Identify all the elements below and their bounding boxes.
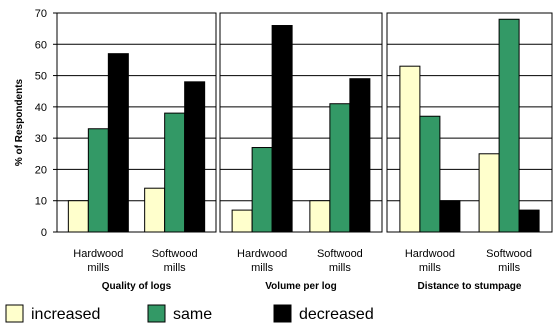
y-tick-label: 50 [35,71,47,83]
legend-swatch-decreased [273,304,292,323]
legend-swatch-same [147,304,166,323]
y-axis-label: % of Respondents [14,78,25,166]
bar-increased [478,153,500,233]
bar-same [164,112,186,233]
category-label: mills [87,262,109,274]
bar-same [251,147,273,233]
y-tick-label: 70 [35,8,47,20]
bar-decreased [439,200,461,233]
category-label: Softwood [152,248,198,260]
category-label: Softwood [317,248,363,260]
y-tick-label: 0 [41,227,47,239]
y-tick-label: 10 [35,196,47,208]
bar-same [87,128,109,233]
y-tick-label: 40 [35,102,47,114]
bar-decreased [107,53,129,233]
bar-same [498,18,520,233]
category-label: mills [498,262,520,274]
legend-label-increased: increased [31,306,100,323]
bar-increased [144,187,166,233]
y-tick-label: 60 [35,39,47,51]
category-label: Hardwood [405,248,455,260]
category-label: Hardwood [237,248,287,260]
bar-increased [399,65,421,233]
panel-frame [386,12,553,233]
panel-frames [56,12,553,233]
y-tick-label: 20 [35,164,47,176]
y-axis: 0 10 20 30 40 50 60 70 [35,8,57,239]
bars [67,18,540,233]
bar-increased [231,209,253,233]
legend-label-decreased: decreased [299,306,374,323]
bar-decreased [518,209,540,233]
bar-decreased [184,81,206,233]
category-label: mills [164,262,186,274]
bar-increased [309,200,331,233]
category-labels: Hardwood mills Softwood mills Hardwood mills S… [73,248,532,274]
y-tick-label: 30 [35,133,47,145]
category-label: mills [329,262,351,274]
panel-titles: Quality of logs Volume per log Distance to… [102,281,522,292]
category-label: mills [251,262,273,274]
panel-frame [56,12,217,233]
legend: increased same decreased [5,304,374,323]
panel-title: Volume per log [265,281,337,292]
legend-swatch-increased [5,304,24,323]
bar-same [329,103,351,233]
legend-label-same: same [173,306,212,323]
category-label: Hardwood [73,248,123,260]
grid-lines [57,12,552,202]
category-label: Softwood [486,248,532,260]
bar-increased [67,200,89,233]
bar-decreased [271,25,293,233]
panel-title: Quality of logs [102,281,172,292]
panel-title: Distance to stumpage [418,281,522,292]
bar-same [419,115,441,233]
bar-decreased [349,78,371,233]
panel-frame [219,12,383,233]
category-label: mills [419,262,441,274]
